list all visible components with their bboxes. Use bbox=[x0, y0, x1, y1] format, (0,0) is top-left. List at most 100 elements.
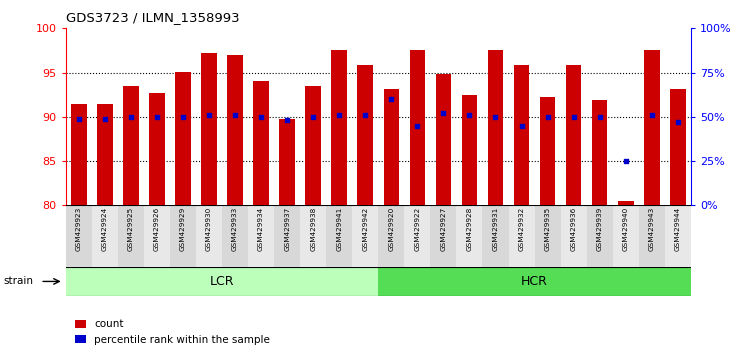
Text: GSM429941: GSM429941 bbox=[336, 207, 342, 251]
Text: GSM429940: GSM429940 bbox=[623, 207, 629, 251]
Text: GSM429924: GSM429924 bbox=[102, 207, 108, 251]
Point bbox=[620, 158, 632, 164]
Text: GSM429937: GSM429937 bbox=[284, 207, 290, 251]
Bar bbox=[534, 205, 561, 267]
Bar bbox=[384, 89, 399, 205]
Bar bbox=[66, 205, 92, 267]
Text: GSM429920: GSM429920 bbox=[388, 207, 394, 251]
Bar bbox=[482, 205, 509, 267]
Text: GSM429938: GSM429938 bbox=[310, 207, 317, 251]
Text: GSM429942: GSM429942 bbox=[363, 207, 368, 251]
Bar bbox=[97, 104, 113, 205]
Bar bbox=[639, 205, 664, 267]
Point bbox=[99, 116, 110, 121]
Bar bbox=[279, 119, 295, 205]
Text: GSM429925: GSM429925 bbox=[128, 207, 134, 251]
Bar bbox=[539, 97, 556, 205]
Point bbox=[438, 110, 450, 116]
Bar bbox=[357, 65, 373, 205]
Bar bbox=[196, 205, 222, 267]
Text: GSM429929: GSM429929 bbox=[180, 207, 186, 251]
Point bbox=[385, 96, 397, 102]
Point bbox=[672, 119, 683, 125]
Bar bbox=[613, 205, 639, 267]
Point bbox=[255, 114, 267, 120]
Bar bbox=[509, 205, 534, 267]
Text: GSM429923: GSM429923 bbox=[76, 207, 82, 251]
Text: GSM429935: GSM429935 bbox=[545, 207, 550, 251]
Point bbox=[125, 114, 137, 120]
Bar bbox=[436, 74, 451, 205]
Bar bbox=[222, 205, 248, 267]
Bar bbox=[664, 205, 691, 267]
Text: LCR: LCR bbox=[210, 275, 235, 288]
Point bbox=[203, 112, 215, 118]
Bar bbox=[644, 50, 659, 205]
Text: GSM429930: GSM429930 bbox=[206, 207, 212, 251]
Bar bbox=[566, 64, 581, 205]
Bar bbox=[592, 100, 607, 205]
Point bbox=[542, 114, 553, 120]
Bar bbox=[404, 205, 431, 267]
Bar bbox=[514, 65, 529, 205]
Bar bbox=[409, 50, 425, 205]
Bar bbox=[456, 205, 482, 267]
Text: GDS3723 / ILMN_1358993: GDS3723 / ILMN_1358993 bbox=[66, 11, 240, 24]
Text: GSM429936: GSM429936 bbox=[571, 207, 577, 251]
Bar bbox=[379, 205, 404, 267]
Bar bbox=[253, 81, 269, 205]
Point bbox=[594, 114, 605, 120]
Point bbox=[646, 112, 658, 118]
Bar bbox=[431, 205, 456, 267]
Bar bbox=[144, 205, 170, 267]
Point bbox=[151, 114, 163, 120]
Text: strain: strain bbox=[4, 276, 34, 286]
Point bbox=[230, 112, 241, 118]
Text: HCR: HCR bbox=[521, 275, 548, 288]
Bar bbox=[331, 50, 347, 205]
Point bbox=[515, 123, 527, 129]
Bar bbox=[118, 205, 144, 267]
Bar bbox=[462, 95, 477, 205]
Text: GSM429933: GSM429933 bbox=[232, 207, 238, 251]
Bar bbox=[300, 205, 326, 267]
Point bbox=[281, 118, 293, 123]
Bar bbox=[201, 53, 217, 205]
Bar bbox=[248, 205, 274, 267]
Bar bbox=[71, 103, 86, 205]
Text: GSM429934: GSM429934 bbox=[258, 207, 264, 251]
Text: GSM429926: GSM429926 bbox=[154, 207, 160, 251]
Text: GSM429931: GSM429931 bbox=[493, 207, 499, 251]
Bar bbox=[379, 267, 691, 296]
Point bbox=[333, 112, 345, 118]
Bar bbox=[149, 93, 164, 205]
Point bbox=[463, 112, 475, 118]
Bar bbox=[561, 205, 586, 267]
Bar bbox=[92, 205, 118, 267]
Bar bbox=[175, 72, 191, 205]
Text: GSM429922: GSM429922 bbox=[414, 207, 420, 251]
Point bbox=[73, 116, 85, 121]
Point bbox=[177, 114, 189, 120]
Bar bbox=[170, 205, 196, 267]
Bar bbox=[227, 55, 243, 205]
Text: GSM429927: GSM429927 bbox=[440, 207, 447, 251]
Bar bbox=[123, 86, 139, 205]
Bar bbox=[488, 50, 503, 205]
Bar bbox=[274, 205, 300, 267]
Bar bbox=[352, 205, 379, 267]
Legend: count, percentile rank within the sample: count, percentile rank within the sample bbox=[71, 315, 274, 349]
Text: GSM429928: GSM429928 bbox=[466, 207, 472, 251]
Point bbox=[307, 114, 319, 120]
Bar bbox=[618, 201, 634, 205]
Point bbox=[360, 112, 371, 118]
Bar bbox=[306, 86, 321, 205]
Text: GSM429944: GSM429944 bbox=[675, 207, 681, 251]
Text: GSM429932: GSM429932 bbox=[518, 207, 525, 251]
Point bbox=[568, 114, 580, 120]
Bar bbox=[326, 205, 352, 267]
Point bbox=[490, 114, 501, 120]
Bar bbox=[586, 205, 613, 267]
Text: GSM429939: GSM429939 bbox=[596, 207, 602, 251]
Bar bbox=[670, 89, 686, 205]
